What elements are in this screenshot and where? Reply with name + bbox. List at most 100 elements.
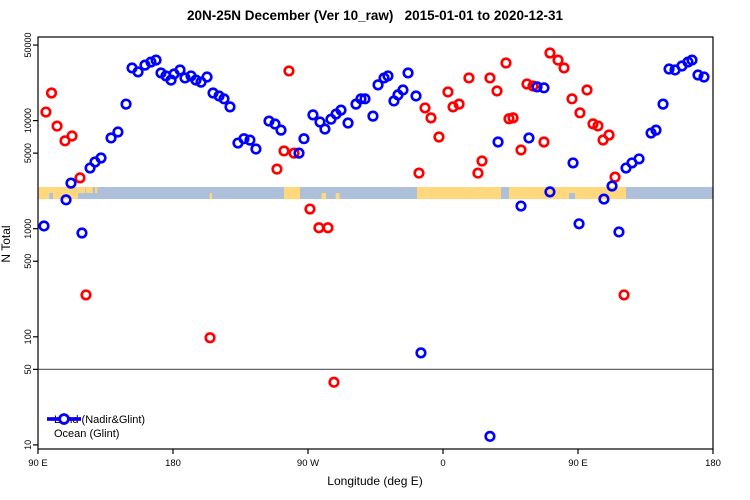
land-point: [66, 130, 78, 142]
ocean-point: [132, 66, 144, 78]
land-point: [419, 102, 431, 114]
land-point: [618, 289, 630, 301]
y-tick-label: 100: [23, 329, 33, 344]
map-strip-ocean-fragment: [49, 193, 53, 200]
land-point: [51, 120, 63, 132]
ocean-point: [633, 153, 645, 165]
ocean-point: [415, 347, 427, 359]
land-point: [442, 86, 454, 98]
ocean-point: [515, 200, 527, 212]
land-point: [453, 98, 465, 110]
x-tick-label: 90 E: [28, 458, 48, 469]
map-strip-land-fragment: [321, 193, 326, 200]
y-tick-label: 50000: [23, 33, 33, 58]
y-tick-label: 10: [23, 440, 33, 450]
y-tick-label: 1000: [23, 219, 33, 239]
x-tick-label: 180: [705, 458, 721, 469]
land-point: [507, 112, 519, 124]
ocean-point: [342, 117, 354, 129]
land-point: [521, 78, 533, 90]
ocean-point: [606, 180, 618, 192]
land-point: [558, 62, 570, 74]
ocean-point: [692, 69, 704, 81]
ocean-point: [218, 93, 230, 105]
ocean-point: [319, 123, 331, 135]
ocean-point: [145, 56, 157, 68]
ocean-point: [613, 226, 625, 238]
land-point: [322, 222, 334, 234]
land-point: [74, 172, 86, 184]
ocean-point: [410, 90, 422, 102]
x-tick-label: 180: [165, 458, 181, 469]
ocean-point: [201, 71, 213, 83]
x-tick-label: 0: [440, 458, 445, 469]
land-point: [288, 147, 300, 159]
land-point: [544, 47, 556, 59]
land-point: [538, 136, 550, 148]
ocean-point: [105, 132, 117, 144]
land-point: [476, 155, 488, 167]
ocean-point: [359, 93, 371, 105]
ocean-point: [112, 126, 124, 138]
land-point: [204, 332, 216, 344]
ocean-point: [544, 186, 556, 198]
x-tick-label: 90 E: [568, 458, 588, 469]
ocean-point: [38, 220, 50, 232]
legend: Land (Nadir&Glint) Ocean (Glint): [46, 413, 145, 441]
plot-border: [37, 36, 714, 450]
land-point: [413, 167, 425, 179]
ocean-point: [120, 98, 132, 110]
land-point: [463, 72, 475, 84]
ocean-point: [307, 109, 319, 121]
legend-ocean-marker-icon: [47, 413, 81, 425]
land-point: [603, 129, 615, 141]
ocean-point: [382, 70, 394, 82]
ocean-point: [179, 72, 191, 84]
ocean-point: [174, 64, 186, 76]
land-point: [80, 289, 92, 301]
ocean-point: [275, 124, 287, 136]
legend-label-ocean: Ocean (Glint): [54, 428, 120, 440]
y-tick-label: 500: [23, 254, 33, 269]
land-point: [574, 107, 586, 119]
ocean-point: [238, 133, 250, 145]
ocean-point: [523, 132, 535, 144]
land-point: [40, 106, 52, 118]
map-strip-land-fragment: [86, 187, 93, 194]
ocean-point: [367, 110, 379, 122]
ocean-point: [76, 227, 88, 239]
land-point: [491, 85, 503, 97]
map-strip-land-fragment: [209, 193, 212, 200]
ocean-point: [293, 147, 305, 159]
land-point: [472, 167, 484, 179]
ocean-point: [60, 194, 72, 206]
ocean-point: [492, 136, 504, 148]
ocean-point: [314, 116, 326, 128]
ocean-point: [538, 82, 550, 94]
legend-row-ocean: Ocean (Glint): [46, 413, 145, 441]
land-point: [283, 65, 295, 77]
land-point: [552, 54, 564, 66]
ocean-point: [269, 118, 281, 130]
ocean-point: [698, 71, 710, 83]
land-point: [425, 112, 437, 124]
ocean-point: [531, 81, 543, 93]
map-strip-land-fragment: [78, 187, 86, 194]
land-point: [592, 120, 604, 132]
ocean-point: [224, 101, 236, 113]
map-strip-land: [509, 187, 626, 200]
y-tick-label: 10000: [23, 108, 33, 133]
land-point: [328, 376, 340, 388]
map-strip-land-fragment: [95, 187, 98, 194]
land-point: [581, 84, 593, 96]
ocean-point: [372, 79, 384, 91]
land-point: [484, 72, 496, 84]
land-point: [304, 203, 316, 215]
ocean-point: [402, 67, 414, 79]
map-strip-ocean-fragment: [569, 193, 575, 200]
land-point: [313, 222, 325, 234]
ocean-point: [650, 124, 662, 136]
ocean-point: [567, 157, 579, 169]
x-tick-label: 90 W: [297, 458, 319, 469]
